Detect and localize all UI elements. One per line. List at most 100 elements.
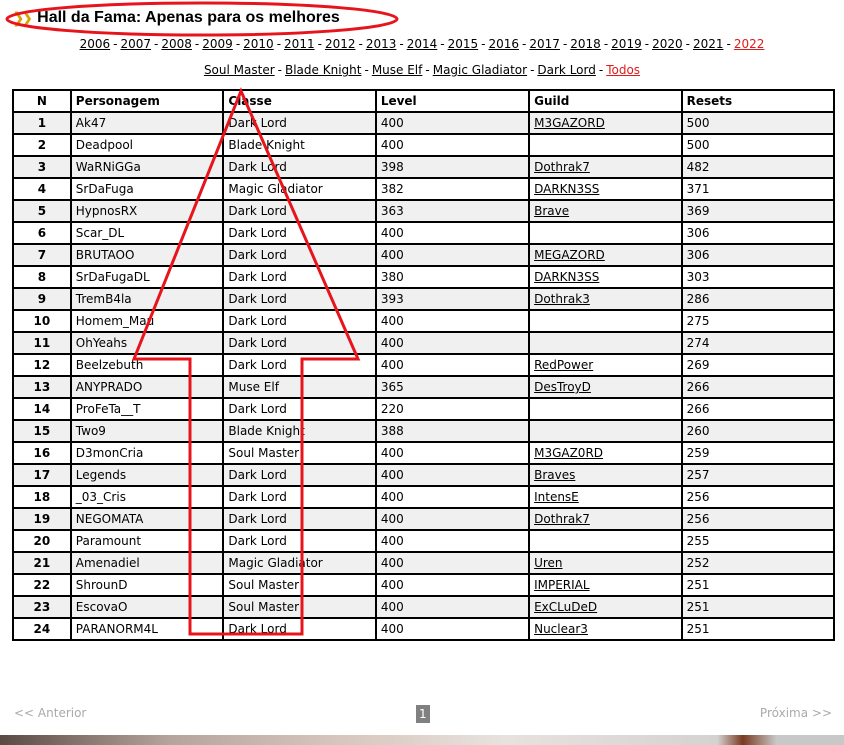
cell-level: 400 xyxy=(374,441,531,465)
year-link[interactable]: 2018 xyxy=(570,37,601,51)
previous-page-link[interactable]: << Anterior xyxy=(14,706,87,720)
cell-personagem: NEGOMATA xyxy=(69,507,225,531)
guild-link[interactable]: M3GAZ0RD xyxy=(534,446,604,460)
cell-personagem: Paramount xyxy=(69,529,225,553)
cell-classe: Dark Lord xyxy=(222,331,377,355)
table-row: 22 ShrounD Soul Master 400 IMPERIAL 251 xyxy=(12,573,836,597)
class-link[interactable]: Blade Knight xyxy=(284,63,362,77)
guild-link[interactable]: Dothrak3 xyxy=(534,292,590,306)
guild-link[interactable]: RedPower xyxy=(534,358,594,372)
cell-personagem: D3monCria xyxy=(69,441,225,465)
guild-link[interactable]: Brave xyxy=(534,204,570,218)
separator: - xyxy=(603,37,609,51)
year-link[interactable]: 2011 xyxy=(284,37,315,51)
year-link[interactable]: 2014 xyxy=(406,37,438,51)
table-row: 15 Two9 Blade Knight 388 260 xyxy=(12,419,836,443)
separator: - xyxy=(235,37,241,51)
cell-resets: 275 xyxy=(680,309,836,333)
separator: - xyxy=(726,37,731,51)
guild-link[interactable]: DesTroyD xyxy=(534,380,591,394)
year-link[interactable]: 2009 xyxy=(202,37,233,51)
current-page[interactable]: 1 xyxy=(416,705,430,723)
cell-n: 21 xyxy=(12,551,72,575)
guild-link[interactable]: MEGAZORD xyxy=(534,248,605,262)
class-link[interactable]: Dark Lord xyxy=(537,63,596,77)
cell-classe: Blade Knight xyxy=(222,133,377,157)
separator: - xyxy=(358,37,363,51)
cell-personagem: Legends xyxy=(69,463,225,487)
guild-link[interactable]: Nuclear3 xyxy=(534,622,588,636)
year-link[interactable]: 2022 xyxy=(733,37,765,51)
cell-level: 400 xyxy=(374,595,531,619)
table-row: 4 SrDaFuga Magic Gladiator 382 DARKN3SS 371 xyxy=(12,177,836,201)
year-link[interactable]: 2016 xyxy=(488,37,520,51)
separator: - xyxy=(399,37,404,51)
year-link[interactable]: 2010 xyxy=(243,37,274,51)
year-link[interactable]: 2013 xyxy=(365,37,397,51)
guild-link[interactable]: IMPERIAL xyxy=(534,578,590,592)
cell-level: 400 xyxy=(374,353,531,377)
cell-resets: 259 xyxy=(680,441,836,465)
cell-personagem: EscovaO xyxy=(69,595,225,619)
cell-guild xyxy=(528,133,683,157)
class-link[interactable]: Soul Master xyxy=(203,63,275,77)
guild-link[interactable]: Uren xyxy=(534,556,563,570)
class-link[interactable]: Todos xyxy=(606,63,641,77)
cell-classe: Magic Gladiator xyxy=(222,177,377,201)
cell-personagem: Homem_Mau xyxy=(69,309,225,333)
cell-classe: Dark Lord xyxy=(222,221,377,245)
year-link[interactable]: 2019 xyxy=(611,37,642,51)
year-link[interactable]: 2008 xyxy=(161,37,192,51)
cell-n: 18 xyxy=(12,485,72,509)
cell-n: 19 xyxy=(12,507,72,531)
guild-link[interactable]: Braves xyxy=(534,468,576,482)
cell-resets: 306 xyxy=(680,243,836,267)
year-link[interactable]: 2015 xyxy=(447,37,479,51)
separator: - xyxy=(276,37,282,51)
year-link[interactable]: 2021 xyxy=(692,37,724,51)
cell-personagem: Ak47 xyxy=(69,111,225,135)
cell-personagem: Amenadiel xyxy=(69,551,225,575)
cell-n: 24 xyxy=(12,617,72,641)
cell-guild xyxy=(528,221,683,245)
cell-n: 9 xyxy=(12,287,72,311)
table-row: 19 NEGOMATA Dark Lord 400 Dothrak7 256 xyxy=(12,507,836,531)
separator: - xyxy=(113,37,118,51)
cell-n: 23 xyxy=(12,595,72,619)
cell-resets: 274 xyxy=(680,331,836,355)
table-row: 12 Beelzebuth Dark Lord 400 RedPower 269 xyxy=(12,353,836,377)
class-link[interactable]: Magic Gladiator xyxy=(432,63,528,77)
cell-guild: Dothrak7 xyxy=(528,155,683,179)
guild-link[interactable]: DARKN3SS xyxy=(534,270,600,284)
year-link[interactable]: 2017 xyxy=(529,37,560,51)
guild-link[interactable]: IntensE xyxy=(534,490,579,504)
year-link[interactable]: 2012 xyxy=(324,37,356,51)
guild-link[interactable]: Dothrak7 xyxy=(534,160,590,174)
cell-personagem: Scar_DL xyxy=(69,221,225,245)
cell-resets: 303 xyxy=(680,265,836,289)
column-header: Classe xyxy=(222,89,377,113)
next-page-link[interactable]: Próxima >> xyxy=(759,706,832,720)
cell-n: 22 xyxy=(12,573,72,597)
cell-classe: Muse Elf xyxy=(222,375,377,399)
cell-resets: 260 xyxy=(680,419,836,443)
guild-link[interactable]: M3GAZORD xyxy=(534,116,605,130)
cell-guild: Nuclear3 xyxy=(528,617,683,641)
cell-personagem: WaRNiGGa xyxy=(69,155,225,179)
cell-level: 400 xyxy=(374,529,531,553)
guild-link[interactable]: DARKN3SS xyxy=(534,182,600,196)
guild-link[interactable]: Dothrak7 xyxy=(534,512,590,526)
class-link[interactable]: Muse Elf xyxy=(371,63,423,77)
cell-resets: 251 xyxy=(680,573,836,597)
guild-link[interactable]: ExCLuDeD xyxy=(534,600,598,614)
cell-personagem: TremB4la xyxy=(69,287,225,311)
cell-guild: Uren xyxy=(528,551,683,575)
cell-classe: Dark Lord xyxy=(222,265,377,289)
cell-guild: Brave xyxy=(528,199,683,223)
year-link[interactable]: 2020 xyxy=(652,37,683,51)
separator: - xyxy=(364,63,369,77)
year-link[interactable]: 2007 xyxy=(120,37,152,51)
cell-n: 10 xyxy=(12,309,72,333)
cell-guild xyxy=(528,419,683,443)
year-link[interactable]: 2006 xyxy=(79,37,111,51)
